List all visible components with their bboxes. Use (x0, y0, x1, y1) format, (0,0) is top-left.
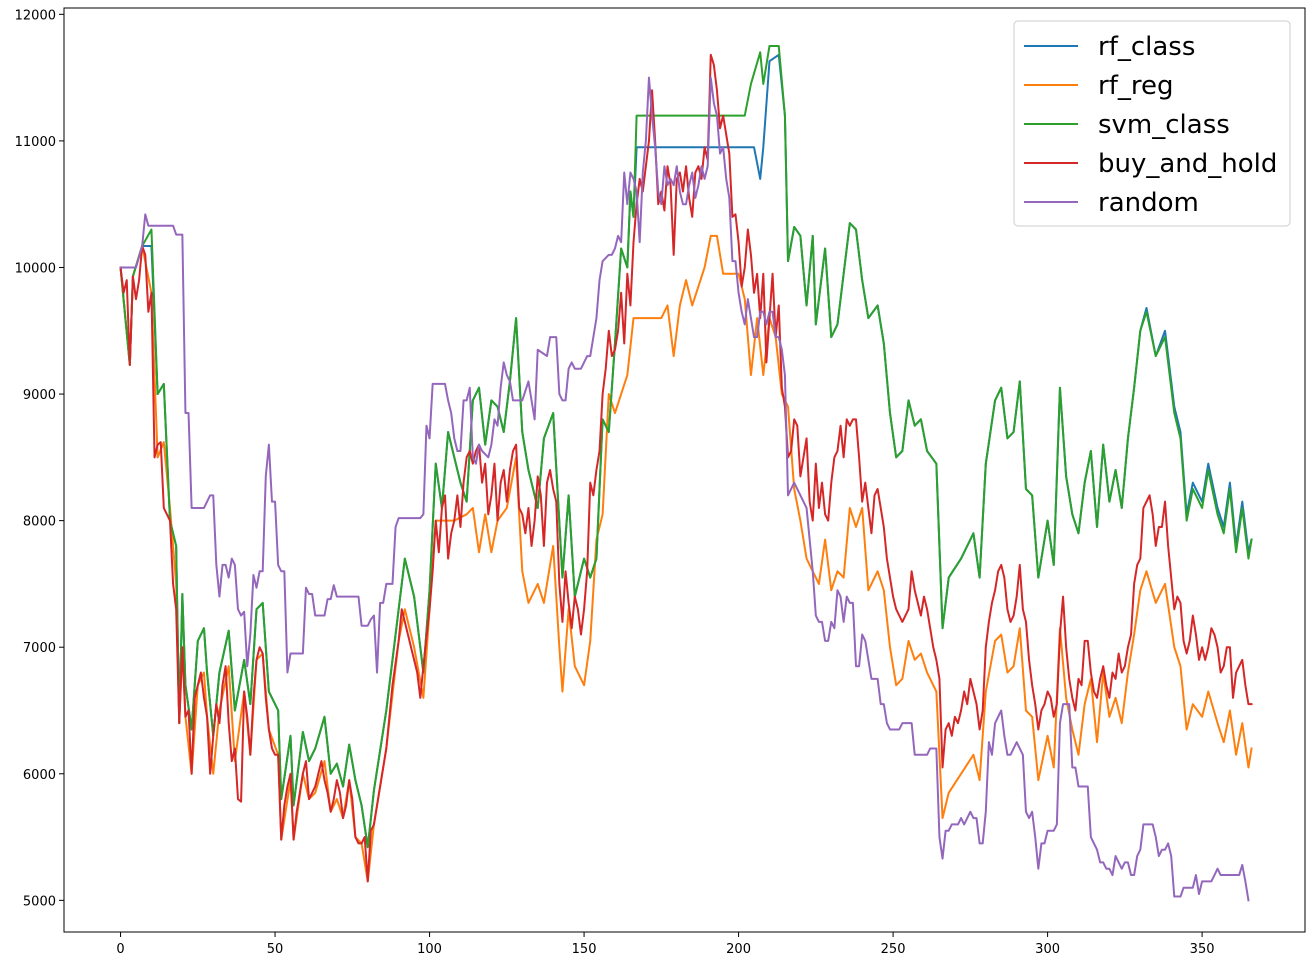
x-tick-label: 200 (726, 942, 751, 957)
x-tick-label: 50 (267, 942, 284, 957)
y-tick-label: 12000 (15, 8, 56, 23)
series-line-buy-and-hold (119, 53, 1253, 883)
legend-label-svm-class: svm_class (1098, 110, 1230, 140)
series-line-svm-class (119, 44, 1253, 849)
legend-box (1013, 20, 1291, 227)
legend: rf_class rf_reg svm_class buy_and_holdrando… (1013, 20, 1291, 227)
y-tick-label: 6000 (23, 768, 56, 783)
x-tick-label: 250 (881, 942, 906, 957)
axes-frame (63, 7, 1306, 933)
series-line-random (119, 76, 1250, 902)
legend-label-random: random (1098, 188, 1199, 218)
y-tick-label: 10000 (15, 261, 56, 276)
series-layer (119, 44, 1253, 902)
legend-label-rf-reg: rf_reg (1098, 71, 1173, 101)
x-tick-label: 0 (116, 942, 124, 957)
legend-label-rf-class: rf_class (1098, 32, 1195, 62)
y-tick-label: 11000 (15, 135, 56, 150)
legend-label-buy-and-hold: buy_and_hold (1098, 149, 1277, 179)
y-axis-ticks: 5000 6000 7000 8000 9000 10000 11000 12000 (15, 8, 64, 909)
x-tick-label: 350 (1190, 942, 1215, 957)
y-tick-label: 7000 (23, 641, 56, 656)
x-tick-label: 300 (1035, 942, 1060, 957)
x-tick-label: 150 (572, 942, 597, 957)
x-tick-label: 100 (417, 942, 442, 957)
x-axis-ticks: 0 50 100 150 200 250 300 350 (116, 932, 1215, 957)
y-tick-label: 5000 (23, 894, 56, 909)
y-tick-label: 8000 (23, 515, 56, 530)
y-tick-label: 9000 (23, 388, 56, 403)
